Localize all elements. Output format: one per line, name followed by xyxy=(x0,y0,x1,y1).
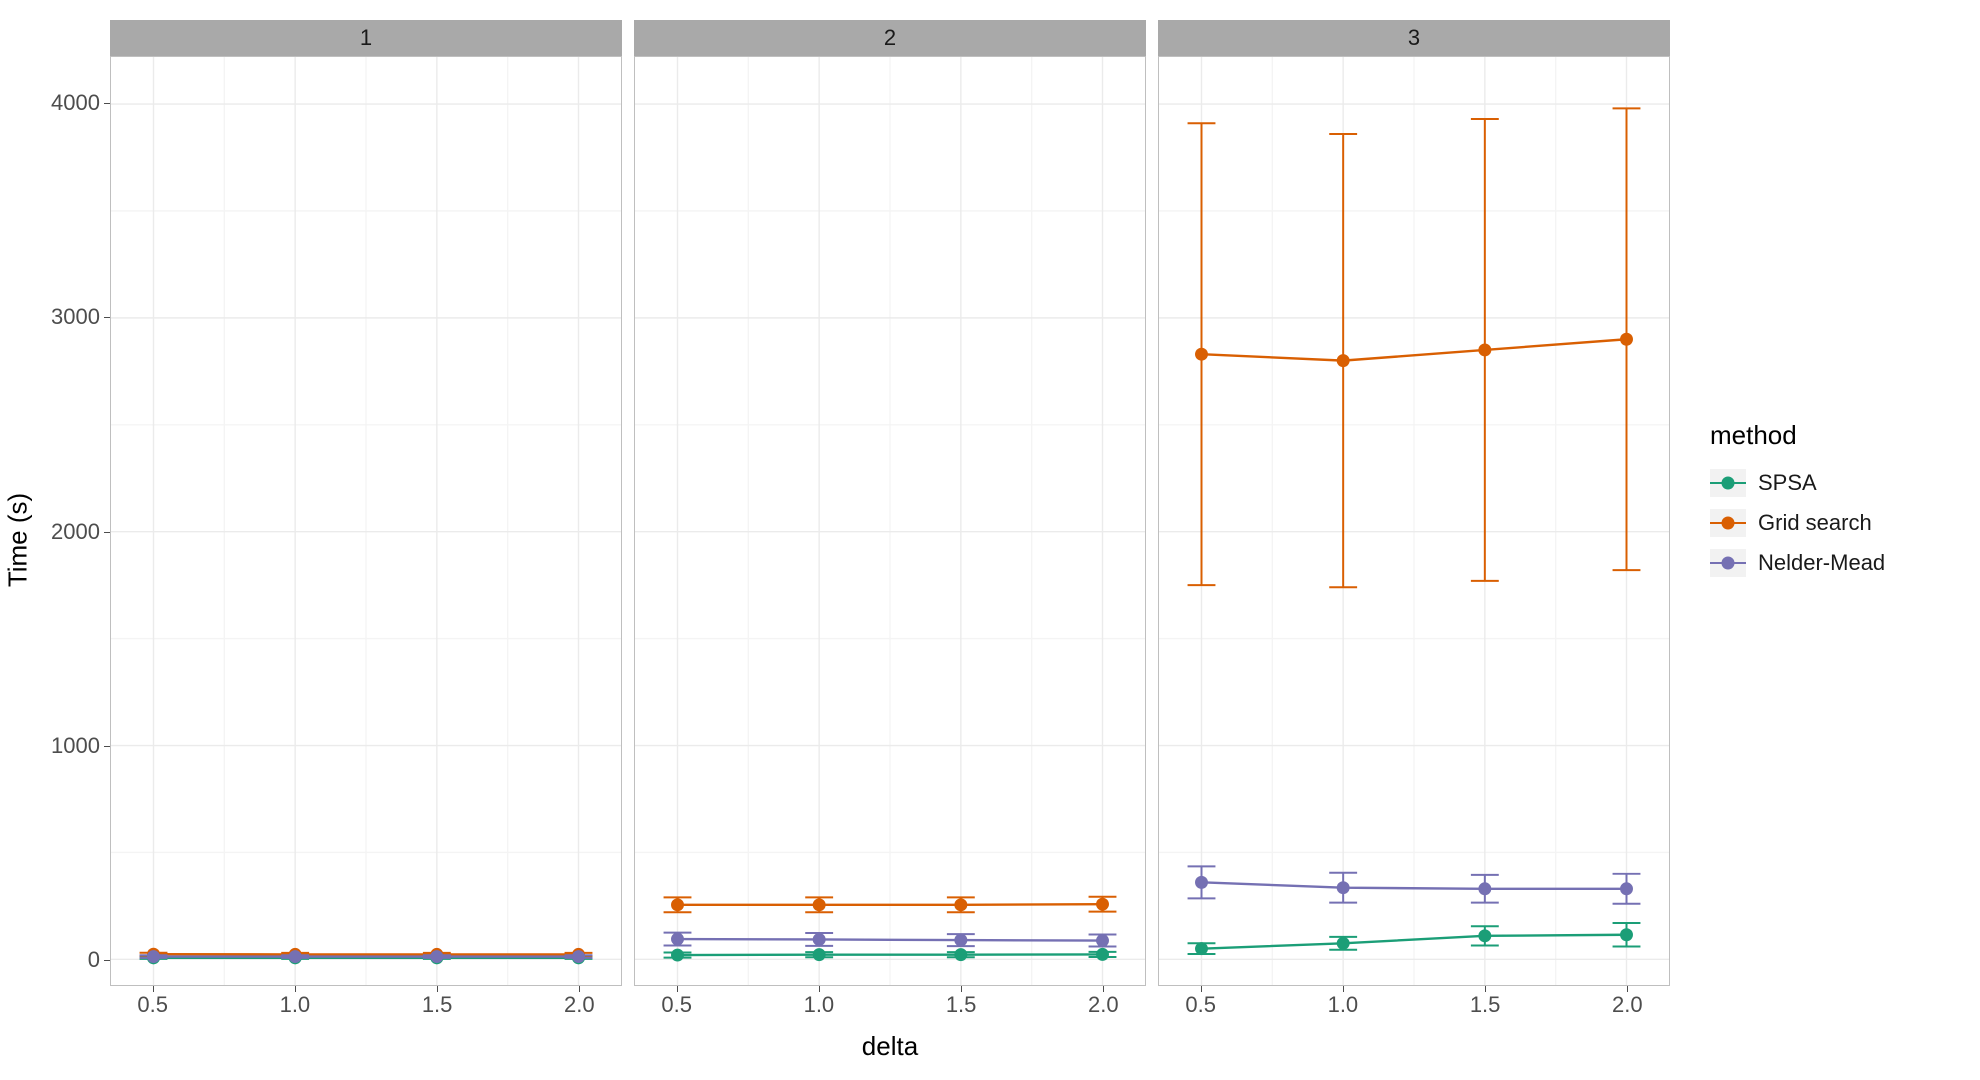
series-point xyxy=(954,934,967,947)
legend-title: method xyxy=(1710,420,1885,451)
facet-panel: 2 xyxy=(634,20,1146,986)
series-point xyxy=(813,898,826,911)
series-point xyxy=(1195,876,1208,889)
y-tick-mark xyxy=(104,960,110,961)
y-tick-mark xyxy=(104,317,110,318)
series-point xyxy=(1620,882,1633,895)
series-point xyxy=(671,898,684,911)
series-point xyxy=(954,948,967,961)
legend-key xyxy=(1710,549,1746,577)
series-point xyxy=(1337,881,1350,894)
series-point xyxy=(1096,898,1109,911)
y-tick-mark xyxy=(104,746,110,747)
x-tick-label: 2.0 xyxy=(1612,992,1643,1018)
series-point xyxy=(1195,348,1208,361)
series-line xyxy=(678,904,1103,905)
x-tick-label: 2.0 xyxy=(564,992,595,1018)
series-point xyxy=(813,948,826,961)
x-axis-title: delta xyxy=(850,1031,930,1062)
y-tick-label: 1000 xyxy=(20,733,110,759)
legend-item: SPSA xyxy=(1710,463,1885,503)
x-tick-label: 1.0 xyxy=(280,992,311,1018)
x-tick-label: 2.0 xyxy=(1088,992,1119,1018)
series-point xyxy=(147,950,160,963)
x-tick-label: 0.5 xyxy=(137,992,168,1018)
plot-panel xyxy=(110,56,622,986)
series-point xyxy=(1478,882,1491,895)
x-tick-label: 1.5 xyxy=(1470,992,1501,1018)
series-line xyxy=(678,939,1103,940)
series-point xyxy=(1195,942,1208,955)
series-point xyxy=(1337,354,1350,367)
series-point xyxy=(1337,937,1350,950)
y-tick-label: 4000 xyxy=(20,90,110,116)
series-point xyxy=(1478,343,1491,356)
legend-label: Grid search xyxy=(1758,510,1872,536)
legend: method SPSA Grid search Nelder-Mead xyxy=(1710,420,1885,583)
facet-strip: 1 xyxy=(110,20,622,56)
facet-panel: 1 xyxy=(110,20,622,986)
legend-item: Nelder-Mead xyxy=(1710,543,1885,583)
series-point xyxy=(572,950,585,963)
series-point xyxy=(1096,934,1109,947)
series-point xyxy=(813,933,826,946)
x-tick-label: 1.0 xyxy=(804,992,835,1018)
series-point xyxy=(671,949,684,962)
series-point xyxy=(1478,929,1491,942)
series-line xyxy=(678,954,1103,955)
facet-strip: 3 xyxy=(1158,20,1670,56)
legend-label: Nelder-Mead xyxy=(1758,550,1885,576)
y-tick-mark xyxy=(104,532,110,533)
x-tick-label: 1.5 xyxy=(946,992,977,1018)
series-point xyxy=(1096,948,1109,961)
x-tick-label: 0.5 xyxy=(661,992,692,1018)
y-tick-label: 0 xyxy=(20,947,110,973)
series-point xyxy=(1620,333,1633,346)
series-point xyxy=(954,898,967,911)
x-tick-label: 1.0 xyxy=(1328,992,1359,1018)
series-point xyxy=(430,950,443,963)
series-point xyxy=(1620,928,1633,941)
series-point xyxy=(671,933,684,946)
legend-key xyxy=(1710,509,1746,537)
facet-strip: 2 xyxy=(634,20,1146,56)
y-tick-label: 2000 xyxy=(20,519,110,545)
x-tick-label: 1.5 xyxy=(422,992,453,1018)
x-tick-label: 0.5 xyxy=(1185,992,1216,1018)
legend-key xyxy=(1710,469,1746,497)
plot-panel xyxy=(634,56,1146,986)
facet-panel: 3 xyxy=(1158,20,1670,986)
y-tick-mark xyxy=(104,103,110,104)
legend-item: Grid search xyxy=(1710,503,1885,543)
y-tick-label: 3000 xyxy=(20,304,110,330)
legend-label: SPSA xyxy=(1758,470,1817,496)
series-point xyxy=(289,950,302,963)
plot-panel xyxy=(1158,56,1670,986)
